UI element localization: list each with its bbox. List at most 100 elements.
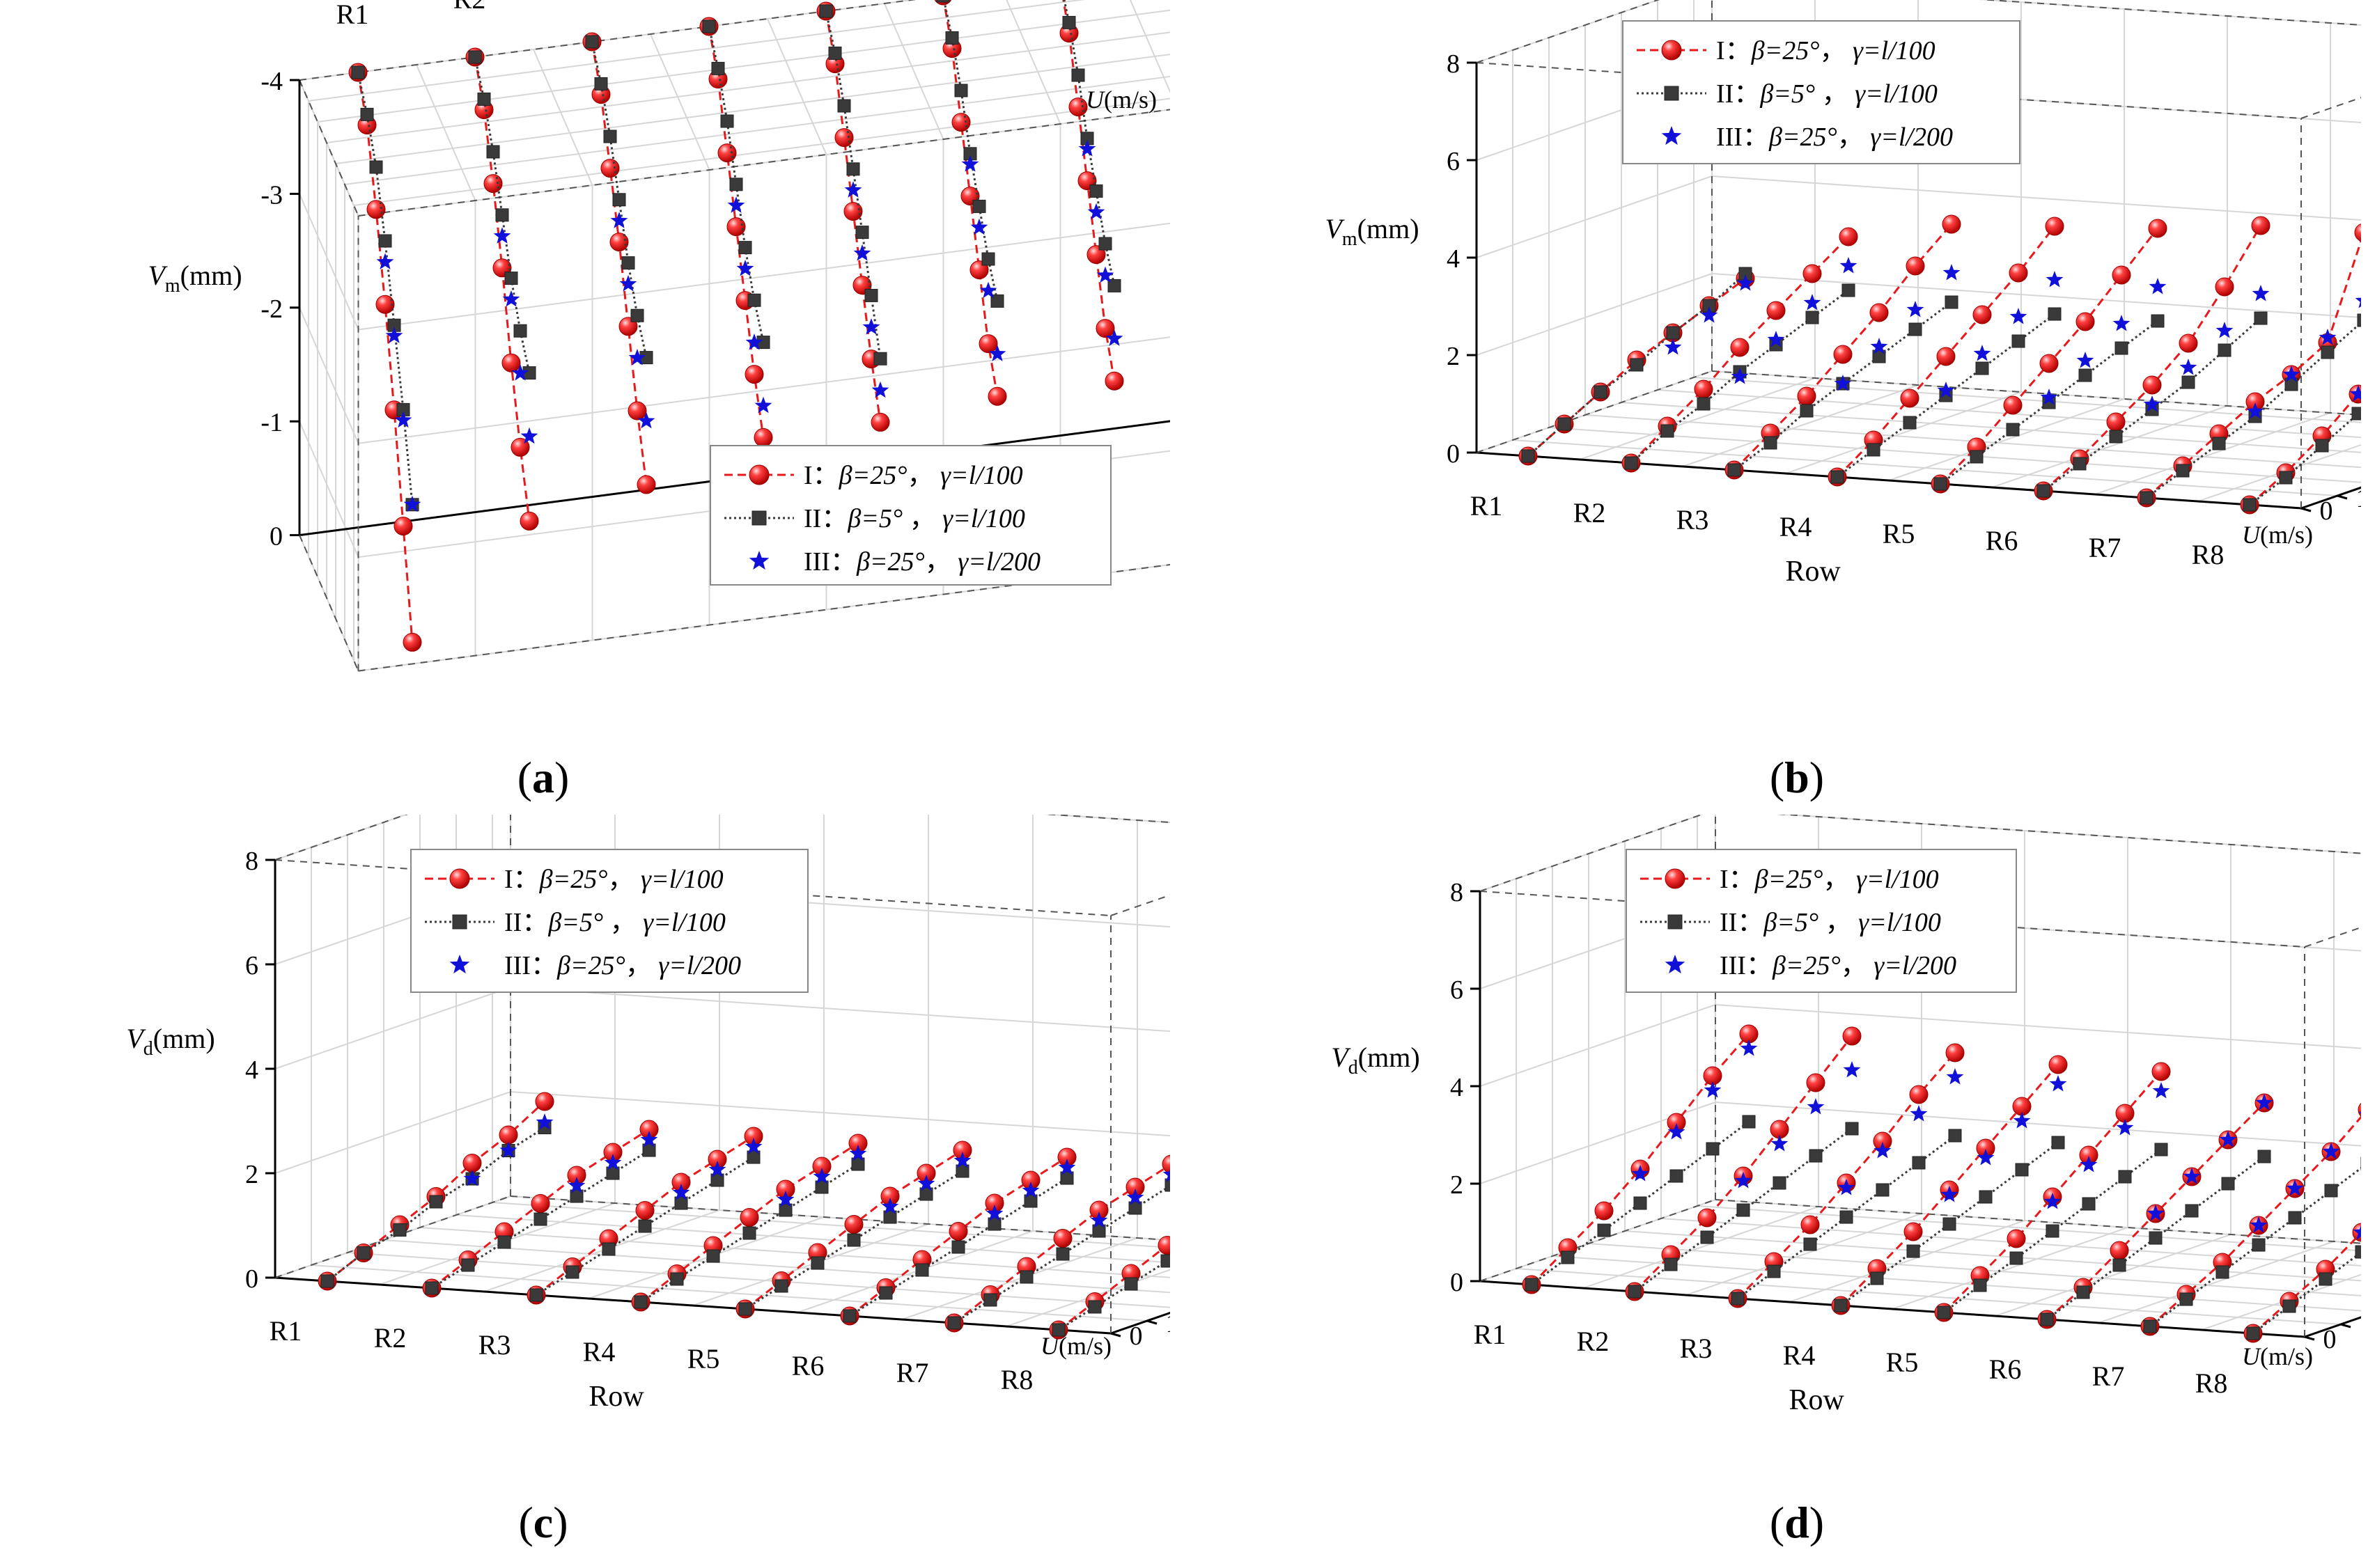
legend-label-III: III：β=25°， γ=l/200 [804, 547, 1041, 577]
series-II-point-R5-u5 [864, 288, 878, 302]
series-II-point-R5-u5 [2114, 341, 2128, 355]
series-II-point-R5-u2 [811, 1256, 825, 1270]
series-III-point-R7-u5 [2319, 329, 2337, 345]
series-III-point-R7-u3 [2246, 402, 2264, 419]
legend-roman: I [1720, 865, 1729, 894]
series-II-point-R2-u4 [504, 272, 518, 285]
chart-d-gridlines [1479, 815, 2361, 1338]
gridline-z [1479, 815, 2361, 892]
series-II-point-R5-u0 [819, 4, 833, 18]
floor-grid-r [1579, 377, 1816, 460]
axis-frame-edge [1043, 815, 1170, 824]
row-tick-label: R2 [1573, 497, 1606, 528]
floor-grid-r [1582, 1206, 1819, 1289]
legend-label-II: II：β=5° ， γ=l/100 [804, 504, 1025, 533]
legend-beta: β=5° [847, 504, 909, 533]
series-II-point-R2-u4 [570, 1189, 584, 1203]
series-I-point-R2-u5 [1806, 1073, 1825, 1092]
series-III-point-R5-u4 [881, 1198, 899, 1214]
series-II-point-R5-u6 [956, 1164, 969, 1178]
caption-b: (b) [1769, 753, 1825, 802]
series-II-point-R8-u3 [1160, 1254, 1170, 1268]
series-II-point-R7-u0 [947, 1316, 961, 1330]
series-II-point-R7-u1 [983, 1293, 997, 1307]
u-axis-title-unit: (m/s) [2260, 521, 2313, 549]
series-II-point-R6-u4 [2185, 1204, 2199, 1218]
series-II-point-R6-u6 [2254, 311, 2268, 325]
series-II-point-R7-u5 [1128, 1201, 1142, 1215]
series-I-point-R5-u2 [2003, 395, 2023, 415]
legend-marker-III [1665, 955, 1685, 974]
series-III-point-R4-u3 [1940, 1186, 1958, 1202]
u-tick [2304, 1335, 2315, 1341]
z-axis-label-main: V [1331, 1042, 1351, 1073]
series-III-point-R1-u5 [1700, 306, 1718, 323]
series-I-point-R2-u2 [483, 174, 503, 194]
series-I-point-R1-u2 [366, 200, 386, 219]
series-II-point-R6-u2 [954, 84, 968, 97]
legend-gamma: γ=l/100 [1858, 908, 1941, 937]
series-II-point-R7-u2 [1020, 1270, 1034, 1284]
z-axis-label-main: V [126, 1023, 146, 1054]
chart-c-row-labels: R1 R2 R3 R4 R5 R6 R7 R8 [270, 1315, 1034, 1395]
legend-label-I: I：β=25°， γ=l/100 [504, 865, 724, 894]
z-axis-label-sub: d [143, 1038, 153, 1060]
axis-frame-edge [2300, 97, 2361, 119]
series-I-point-R6-u5 [979, 334, 998, 354]
series-II-point-R5-u0 [738, 1302, 752, 1316]
series-I-point-R1-u5 [499, 1125, 518, 1145]
series-III-point-R7-u4 [1087, 203, 1105, 220]
floor-grid-u [308, 0, 1085, 102]
series-III-point-R7-u5 [1096, 266, 1114, 283]
u-tick-label: 0 [2320, 496, 2333, 526]
row-tick-label: R3 [1680, 1333, 1713, 1364]
series-III-point-R2-u3 [1731, 368, 1749, 384]
series-II-point-R4-u0 [634, 1295, 648, 1309]
legend-sep: ： [1725, 36, 1752, 65]
series-II-point-R5-u5 [919, 1187, 933, 1201]
z-axis-label-main: V [148, 260, 168, 291]
series-I-point-R1-u6 [403, 632, 422, 652]
u-axis-title-main: U [2242, 1342, 2261, 1370]
series-II-point-R3-u5 [1908, 322, 1922, 336]
z-axis-label-sub: m [165, 275, 180, 297]
series-I-point-R1-u5 [394, 517, 413, 536]
series-III-point-R5-u4 [2080, 1156, 2098, 1173]
series-I-point-R4-u5 [745, 365, 764, 384]
series-III-point-R5-u6 [2149, 278, 2167, 295]
series-I-point-R3-u5 [628, 401, 647, 421]
series-II-point-R8-u2 [1124, 1277, 1138, 1291]
series-III-point-R5-u5 [862, 318, 880, 335]
legend-beta: β=25° [539, 865, 608, 894]
z-axis-label-unit: (mm) [1357, 213, 1419, 244]
series-III-point-R5-u4 [853, 244, 871, 261]
series-II-point-R3-u1 [1767, 1264, 1781, 1278]
series-II-point-R2-u0 [1628, 1285, 1642, 1299]
floor-grid-r [1129, 0, 1170, 94]
legend-sep: ： [522, 908, 548, 937]
series-II-point-R6-u1 [2073, 457, 2087, 471]
axis-frame-edge [274, 815, 408, 861]
series-III-point-R3-u5 [628, 349, 646, 366]
series-I-point-R3-u6 [637, 475, 656, 494]
u-axis-title: U(m/s) [1041, 1332, 1112, 1360]
series-II-point-R5-u4 [2082, 1197, 2096, 1211]
row-tick-label: R1 [336, 0, 369, 30]
series-II-point-R3-u6 [1945, 295, 1958, 309]
series-II-point-R2-u5 [1805, 311, 1819, 324]
legend-gamma: γ=l/100 [1855, 79, 1938, 109]
series-III-point-R4-u3 [727, 196, 745, 213]
floor-grid-r [1892, 1227, 2128, 1310]
series-III-point-R4-u6 [754, 396, 772, 414]
series-II-point-R3-u0 [1727, 463, 1741, 477]
caption-d: (d) [1769, 1498, 1825, 1547]
series-II-point-R3-u6 [1948, 1129, 1962, 1143]
series-II-point-R7-u5 [2324, 1184, 2338, 1198]
u-tick [1146, 1319, 1158, 1325]
legend-label-I: I：β=25°， γ=l/100 [804, 461, 1023, 490]
chart-d-z-ticks: 0 2 4 6 8 [1450, 878, 1480, 1297]
series-I-point-R2-u2 [1697, 1208, 1717, 1228]
series-III-point-R5-u6 [2152, 1082, 2170, 1099]
